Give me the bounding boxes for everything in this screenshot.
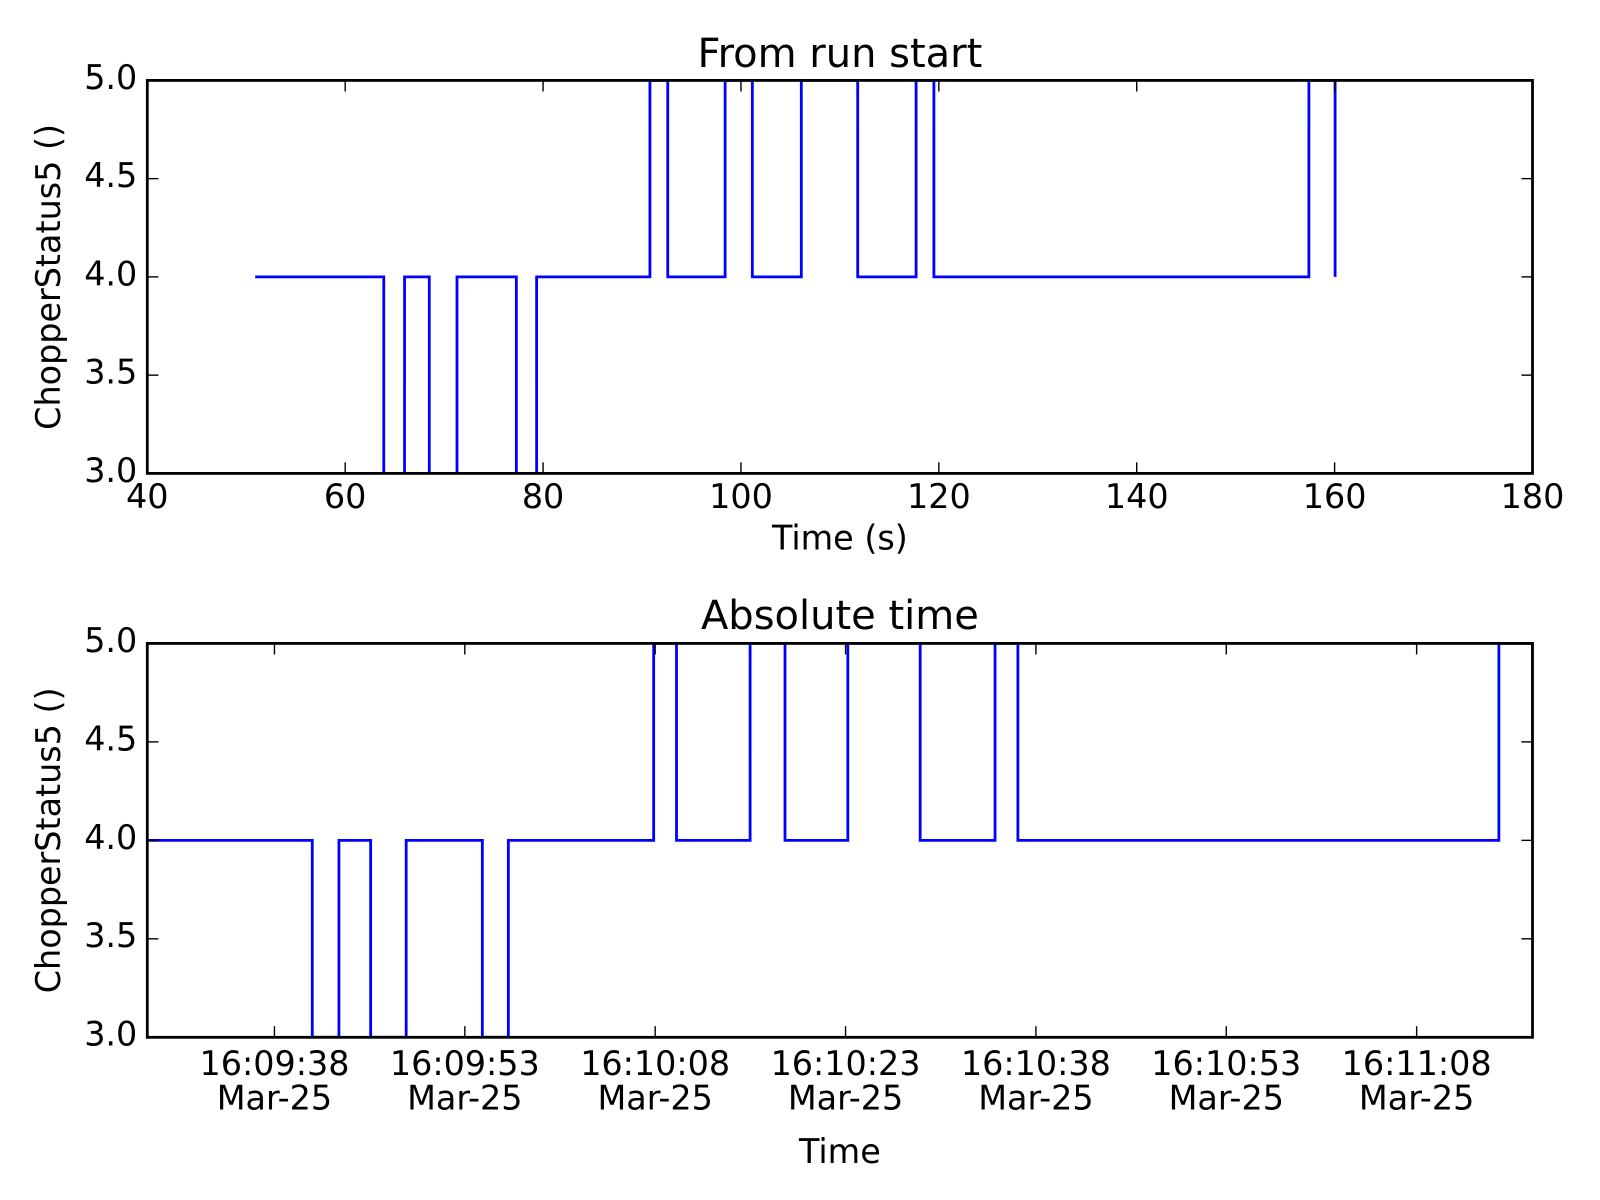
x-tick-label: 100 [709, 477, 773, 516]
x-tick-label: Mar-25 [788, 1079, 903, 1118]
y-tick-label: 3.5 [84, 353, 137, 392]
y-tick-label: 5.0 [84, 58, 137, 97]
subplot-absolute-time: 16:09:38Mar-2516:09:53Mar-2516:10:08Mar-… [29, 593, 1534, 1171]
x-tick-label: 180 [1501, 477, 1565, 516]
x-tick-label: Mar-25 [407, 1079, 522, 1118]
title-bottom: Absolute time [701, 593, 979, 639]
y-tick-label: 5.0 [84, 621, 137, 660]
y-tick-label: 4.0 [84, 818, 137, 857]
y-tick-label: 4.0 [84, 254, 137, 293]
y-tick-label: 3.0 [84, 1015, 137, 1054]
xlabel-top: Time (s) [771, 519, 908, 558]
x-tick-label: 16:09:53 [390, 1044, 540, 1083]
tick-labels-bottom: 16:09:38Mar-2516:09:53Mar-2516:10:08Mar-… [84, 621, 1491, 1118]
x-tick-label: 16:10:23 [771, 1044, 921, 1083]
x-tick-label: 140 [1105, 477, 1169, 516]
ylabel-top: ChopperStatus5 () [29, 124, 68, 430]
series-group-top [255, 80, 1337, 474]
x-tick-label: 160 [1303, 477, 1367, 516]
step-line-top [255, 80, 1337, 474]
x-tick-label: 16:10:08 [580, 1044, 730, 1083]
series-group-bottom [147, 643, 1533, 1038]
x-tick-label: Mar-25 [1359, 1079, 1474, 1118]
x-tick-label: Mar-25 [978, 1079, 1093, 1118]
y-tick-label: 3.5 [84, 916, 137, 955]
x-tick-label: 40 [126, 477, 169, 516]
y-tick-label: 4.5 [84, 719, 137, 758]
ticks-top [146, 79, 1534, 475]
ticks-bottom [147, 642, 1533, 1039]
x-tick-label: 80 [522, 477, 565, 516]
ylabel-bottom: ChopperStatus5 () [29, 687, 68, 993]
x-tick-label: 16:10:53 [1151, 1044, 1301, 1083]
subplot-from-run-start: 40 60 80 100 120 140 160 180 3.0 3.5 4.0 4.5 5.0 Fro… [29, 31, 1564, 558]
title-top: From run start [697, 31, 982, 77]
x-tick-label: Mar-25 [1169, 1079, 1284, 1118]
x-tick-label: 60 [324, 477, 367, 516]
xlabel-bottom: Time [798, 1132, 881, 1171]
x-tick-label: 16:10:38 [961, 1044, 1111, 1083]
y-tick-label: 3.0 [84, 451, 137, 490]
x-tick-label: 120 [907, 477, 971, 516]
y-tick-label: 4.5 [84, 156, 137, 195]
x-tick-label: Mar-25 [597, 1079, 712, 1118]
tick-labels-top: 40 60 80 100 120 140 160 180 3.0 3.5 4.0 4.5 5.0 [84, 58, 1564, 516]
x-tick-label: 16:09:38 [199, 1044, 349, 1083]
step-line-bottom [147, 643, 1533, 1038]
x-tick-label: Mar-25 [217, 1079, 332, 1118]
x-tick-label: 16:11:08 [1342, 1044, 1492, 1083]
